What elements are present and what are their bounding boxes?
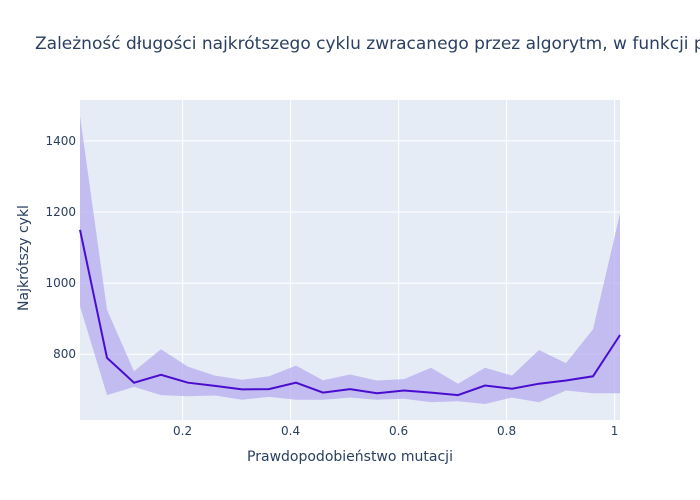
x-tick-label: 0.4	[281, 424, 300, 438]
x-axis-label: Prawdopodobieństwo mutacji	[247, 449, 453, 465]
grid	[80, 100, 620, 420]
x-tick-label: 0.6	[389, 424, 408, 438]
chart-title: Zależność długości najkrótszego cyklu zw…	[35, 34, 700, 54]
y-tick-label: 1200	[45, 205, 76, 219]
series-confidence-band	[80, 116, 620, 404]
x-tick-label: 1	[611, 424, 619, 438]
series-mean-line	[79, 229, 621, 397]
y-tick-label: 800	[53, 347, 76, 361]
axis-ticks: 0.2 0.4 0.6 0.8 1 800 1000 1200 1400	[45, 134, 618, 438]
y-axis-label: Najkrótszy cykl	[16, 205, 32, 311]
x-tick-label: 0.8	[497, 424, 516, 438]
y-tick-label: 1400	[45, 134, 76, 148]
x-tick-label: 0.2	[173, 424, 192, 438]
y-tick-label: 1000	[45, 276, 76, 290]
